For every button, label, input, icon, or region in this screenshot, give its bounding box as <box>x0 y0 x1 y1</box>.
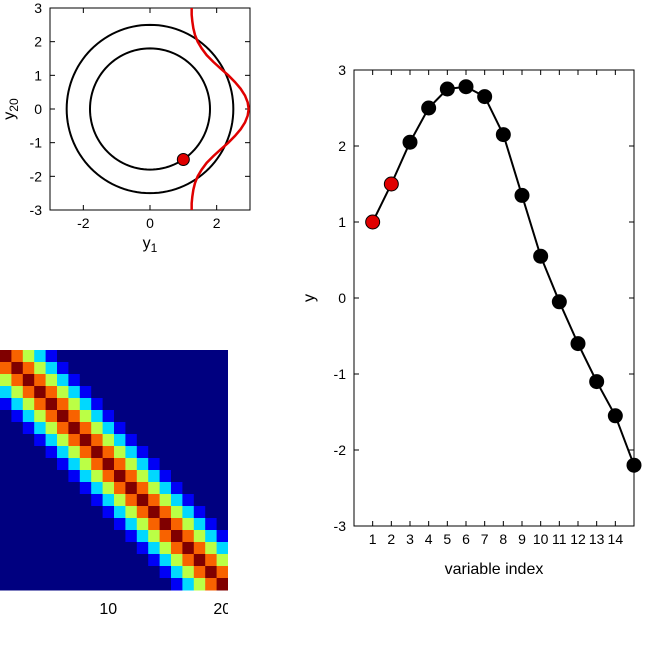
svg-text:14: 14 <box>608 531 624 547</box>
svg-text:1: 1 <box>338 214 346 230</box>
svg-text:y1: y1 <box>143 235 158 255</box>
svg-text:-1: -1 <box>334 366 347 382</box>
svg-text:8: 8 <box>499 531 507 547</box>
svg-text:variable index: variable index <box>445 561 544 578</box>
svg-text:y: y <box>301 294 318 302</box>
svg-text:0: 0 <box>34 101 42 117</box>
svg-text:2: 2 <box>338 138 346 154</box>
svg-text:0: 0 <box>146 215 154 231</box>
svg-text:12: 12 <box>570 531 586 547</box>
svg-text:4: 4 <box>425 531 433 547</box>
svg-text:y20: y20 <box>1 98 21 120</box>
svg-text:-2: -2 <box>334 442 347 458</box>
svg-text:1: 1 <box>369 531 377 547</box>
svg-text:-1: -1 <box>30 135 43 151</box>
line-chart: -3-2-101231234567891011121314variable in… <box>296 56 642 592</box>
svg-text:3: 3 <box>338 62 346 78</box>
svg-text:13: 13 <box>589 531 605 547</box>
svg-text:-3: -3 <box>30 202 43 218</box>
svg-text:7: 7 <box>481 531 489 547</box>
svg-text:5: 5 <box>443 531 451 547</box>
svg-text:6: 6 <box>462 531 470 547</box>
svg-text:20: 20 <box>213 601 228 618</box>
svg-text:11: 11 <box>552 531 567 547</box>
heatmap: 10 20 <box>0 350 228 630</box>
svg-text:1: 1 <box>34 67 42 83</box>
svg-text:10: 10 <box>533 531 549 547</box>
svg-text:3: 3 <box>406 531 414 547</box>
svg-text:2: 2 <box>213 215 221 231</box>
svg-text:-2: -2 <box>77 215 90 231</box>
svg-text:10: 10 <box>99 601 117 618</box>
svg-text:0: 0 <box>338 290 346 306</box>
svg-text:2: 2 <box>387 531 395 547</box>
circles-chart: -2 0 2 -3 -2 -1 0 1 2 3 y1 y20 <box>0 0 260 260</box>
svg-text:2: 2 <box>34 34 42 50</box>
svg-text:-2: -2 <box>30 168 43 184</box>
svg-text:-3: -3 <box>334 518 347 534</box>
svg-text:3: 3 <box>34 0 42 16</box>
svg-text:9: 9 <box>518 531 526 547</box>
